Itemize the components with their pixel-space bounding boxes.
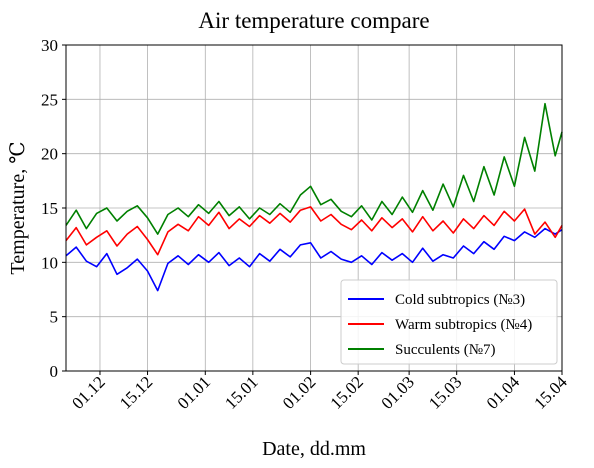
y-tick-label: 20: [41, 145, 58, 164]
series-layer: [65, 102, 563, 292]
legend-label-1: Cold subtropics (№3): [395, 292, 525, 308]
x-axis-label: Date, dd.mm: [262, 438, 366, 460]
legend-label-2: Warm subtropics (№4): [395, 317, 532, 333]
legend-box: [340, 279, 558, 365]
series-line-1: [65, 227, 563, 292]
y-tick-label: 10: [41, 253, 58, 272]
series-line-2: [65, 206, 563, 256]
y-tick-label: 0: [50, 362, 59, 381]
y-tick-label: 30: [41, 36, 58, 55]
y-tick-label: 25: [41, 90, 58, 109]
chart-title: Air temperature compare: [198, 8, 429, 33]
y-axis-label: Temperature, ℃: [7, 141, 29, 274]
legend-label-3: Succulents (№7): [395, 342, 496, 358]
series-line-3: [65, 102, 563, 235]
legend: Cold subtropics (№3) Warm subtropics (№4)…: [340, 279, 558, 365]
y-axis-ticks: 0 5 10 15 20 25 30: [41, 36, 66, 381]
y-tick-label: 5: [50, 308, 59, 327]
y-tick-label: 15: [41, 199, 58, 218]
